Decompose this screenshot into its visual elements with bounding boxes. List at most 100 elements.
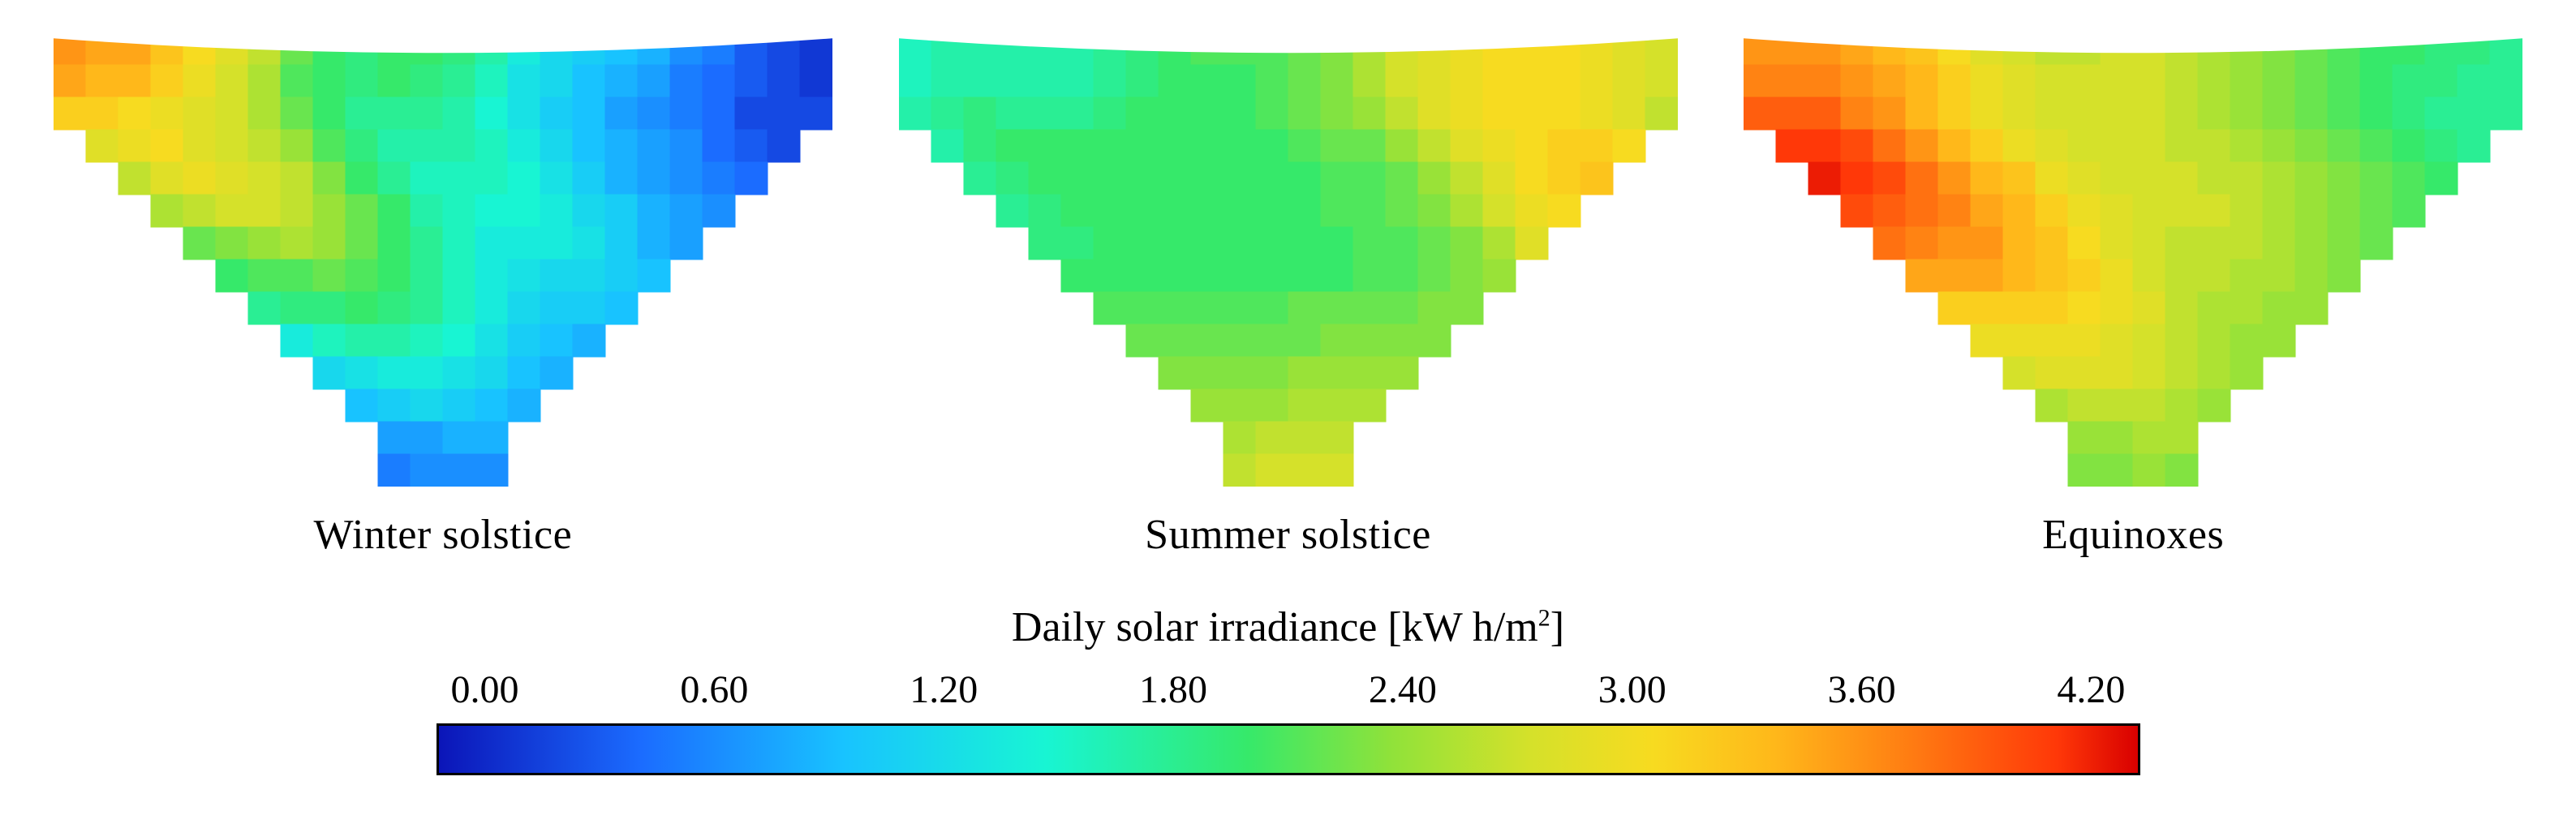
heatmap-cell [604, 97, 638, 131]
heatmap-cell [2068, 97, 2101, 131]
heatmap-cell [1320, 422, 1353, 455]
heatmap-cell [312, 195, 346, 228]
heatmap-cell [2133, 389, 2166, 423]
heatmap-cell [1158, 195, 1191, 228]
heatmap-cell [572, 227, 605, 260]
heatmap-cell [1060, 195, 1094, 228]
heatmap-cell [312, 260, 346, 293]
heatmap-cell [2360, 65, 2393, 98]
heatmap-cell [2068, 422, 2101, 455]
heatmap-cell [2068, 454, 2101, 487]
heatmap-cell [1808, 162, 1842, 195]
heatmap-cell [1482, 227, 1516, 260]
heatmap-cell [280, 65, 313, 98]
heatmap-cell [2133, 227, 2166, 260]
heatmap-cell [2133, 195, 2166, 228]
heatmap-cell [572, 195, 605, 228]
heatmap-cell [1776, 65, 1809, 98]
heatmap-cell [2230, 357, 2264, 390]
heatmap-cell [215, 195, 248, 228]
heatmap-cell [1353, 97, 1386, 131]
heatmap-cell [1320, 389, 1353, 423]
heatmap-cell [669, 65, 703, 98]
heatmap-cell [410, 292, 443, 325]
heatmap-cell [996, 130, 1029, 163]
heatmap-cell [1385, 195, 1418, 228]
heatmap-cell [2230, 130, 2264, 163]
heatmap-cell [442, 454, 475, 487]
legend-tick: 0.60 [665, 667, 763, 712]
heatmap-cell [2198, 97, 2231, 131]
legend-tick: 3.60 [1813, 667, 1911, 712]
heatmap-cell [540, 324, 573, 358]
heatmap-cell [1938, 227, 1972, 260]
heatmap-cell [410, 357, 443, 390]
heatmap-cell [2036, 292, 2069, 325]
heatmap-cell [1873, 130, 1907, 163]
heatmap-cell [540, 260, 573, 293]
legend-title-text: Daily solar irradiance [kW h/m [1012, 604, 1538, 650]
heatmap-cell [1190, 65, 1223, 98]
heatmap-cell [2003, 324, 2036, 358]
heatmap-cell [2165, 65, 2199, 98]
heatmap-cell [2003, 260, 2036, 293]
heatmap-cell [2328, 260, 2361, 293]
heatmap-cell [345, 227, 378, 260]
heatmap-cell [85, 97, 118, 131]
heatmap-cell [1580, 162, 1613, 195]
heatmap-cell [280, 195, 313, 228]
heatmap-cell [410, 260, 443, 293]
heatmap-cell [410, 389, 443, 423]
heatmap-cell [2068, 260, 2101, 293]
heatmap-cell [2393, 162, 2426, 195]
heatmap-cell [734, 162, 768, 195]
heatmap-cell [1417, 195, 1451, 228]
heatmap-cell [2133, 260, 2166, 293]
heatmap-cell [1028, 195, 1061, 228]
heatmap-cell [1320, 227, 1353, 260]
heatmap-cell [1385, 130, 1418, 163]
heatmap-cell [1971, 97, 2004, 131]
heatmap-cell [1385, 260, 1418, 293]
heatmap-cell [345, 260, 378, 293]
heatmap-cell [1450, 97, 1483, 131]
heatmap-cell [1841, 195, 1874, 228]
heatmap-cell [2101, 389, 2134, 423]
heatmap-cell [1938, 260, 1972, 293]
heatmap-cell [1223, 292, 1256, 325]
panel-winter: Winter solstice [49, 32, 837, 559]
heatmap-cell [1744, 97, 1777, 131]
heatmap-cell [1841, 65, 1874, 98]
heatmap-cell [669, 227, 703, 260]
heatmap-cell [475, 454, 508, 487]
heatmap-cell [2393, 97, 2426, 131]
heatmap-cell [604, 65, 638, 98]
heatmap-cell [1223, 130, 1256, 163]
heatmap-cell [1417, 227, 1451, 260]
heatmap-cell [637, 97, 670, 131]
heatmap-cell [604, 227, 638, 260]
legend-tick: 4.20 [2042, 667, 2139, 712]
heatmap-cell [734, 65, 768, 98]
legend-colorbar [437, 723, 2140, 775]
heatmap-cell [2360, 227, 2393, 260]
heatmap-cell [1288, 227, 1321, 260]
heatmap-cell [2198, 130, 2231, 163]
heatmap-cell [1028, 97, 1061, 131]
heatmap-cell [1255, 227, 1288, 260]
heatmap-cell [410, 130, 443, 163]
heatmap-cell [1158, 260, 1191, 293]
heatmap-cell [1353, 195, 1386, 228]
heatmap-cell [996, 162, 1029, 195]
heatmap-cell [1450, 292, 1483, 325]
heatmap-cell [377, 422, 411, 455]
heatmap-cell [1125, 292, 1159, 325]
heatmap-cell [1808, 130, 1842, 163]
heatmap-cell [1093, 227, 1126, 260]
heatmap-cell [312, 227, 346, 260]
heatmap-cell [2101, 195, 2134, 228]
heatmap-cell [572, 65, 605, 98]
heatmap-cell [1385, 324, 1418, 358]
heatmap-cell [1385, 357, 1418, 390]
heatmap-cell [1223, 389, 1256, 423]
